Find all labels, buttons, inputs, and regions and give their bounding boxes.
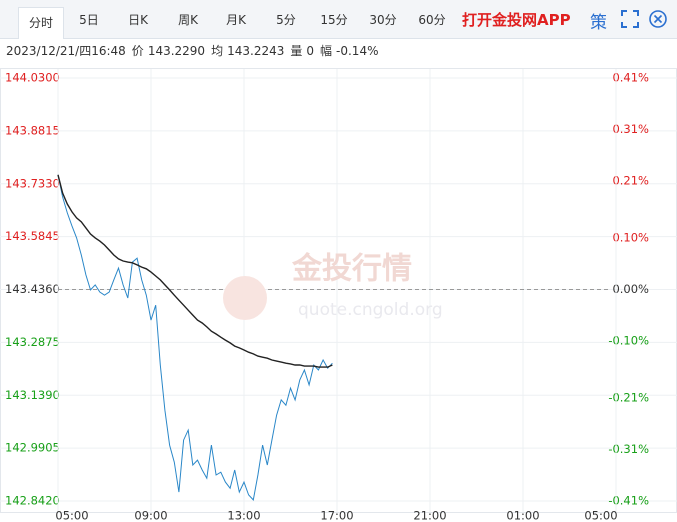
plot-frame [0,68,677,513]
y-tick-label: 143.7330 [5,176,60,190]
tab[interactable]: 60分 [418,13,446,27]
x-tick-label: 05:00 [584,509,617,522]
y-tick-label: 143.2875 [5,335,60,349]
watermark: quote.cngold.org [298,300,443,320]
app-link[interactable]: 打开金投网APP [462,11,571,29]
y2-tick-label: 0.10% [612,230,649,244]
toolbar: 分时 5日 日K 周K 月K 5分 15分 30分 60分 打开金投网APP 策 [0,0,677,39]
close-icon[interactable] [648,9,668,29]
x-tick-label: 21:00 [413,509,446,522]
series-line [57,174,333,501]
tab[interactable]: 5日 [79,13,99,27]
series-line [57,174,333,368]
info-line: 2023/12/21/四16:48 价 143.2290 均 143.2243 量 0 幅 -0… [6,42,384,59]
tab[interactable]: 15分 [320,13,348,27]
strategy[interactable]: 策 [590,13,607,33]
info-time: 2023/12/21/四16:48 [6,44,126,58]
y-tick-label: 144.0300 [5,71,60,85]
y-tick-label: 143.8815 [5,123,60,137]
tab[interactable]: 周K [178,13,198,27]
watermark: 金投行情 [291,252,412,287]
x-tick-label: 01:00 [506,509,539,522]
fullscreen-icon[interactable] [620,9,640,29]
x-tick-label: 09:00 [134,509,167,522]
info-label: 均 [211,44,224,58]
tab[interactable]: 分时 [18,7,64,39]
y-tick-label: 142.9905 [5,441,60,455]
y-tick-label: 143.5845 [5,229,60,243]
watermark-logo [223,276,267,320]
y2-tick-label: -0.21% [608,390,649,404]
chart: 144.0300 143.8815 143.7330 143.5845 143.4360… [0,68,677,522]
info-value: 143.2290 [147,44,206,58]
x-tick-label: 13:00 [227,509,260,522]
info-value: 0 [306,44,315,58]
y2-tick-label: -0.10% [608,334,649,348]
y2-tick-label: 0.21% [612,174,649,188]
y2-tick-label: 0.00% [612,282,649,296]
tab[interactable]: 日K [128,13,148,27]
tab[interactable]: 30分 [369,13,397,27]
y2-tick-label: 0.31% [612,122,649,136]
x-tick-label: 17:00 [320,509,353,522]
y-tick-label: 143.1390 [5,388,60,402]
info-value: -0.14% [336,44,379,58]
y2-tick-label: -0.31% [608,442,649,456]
y-tick-label: 143.4360 [5,282,60,296]
tab[interactable]: 月K [226,13,246,27]
info-label: 幅 [320,44,333,58]
info-label: 量 [290,44,303,58]
info-label: 价 [131,44,144,58]
y2-tick-label: -0.41% [608,494,649,508]
y-tick-label: 142.8420 [5,494,60,508]
info-value: 143.2243 [227,44,285,58]
x-tick-label: 05:00 [55,509,88,522]
y2-tick-label: 0.41% [612,71,649,85]
tab[interactable]: 5分 [276,13,296,27]
